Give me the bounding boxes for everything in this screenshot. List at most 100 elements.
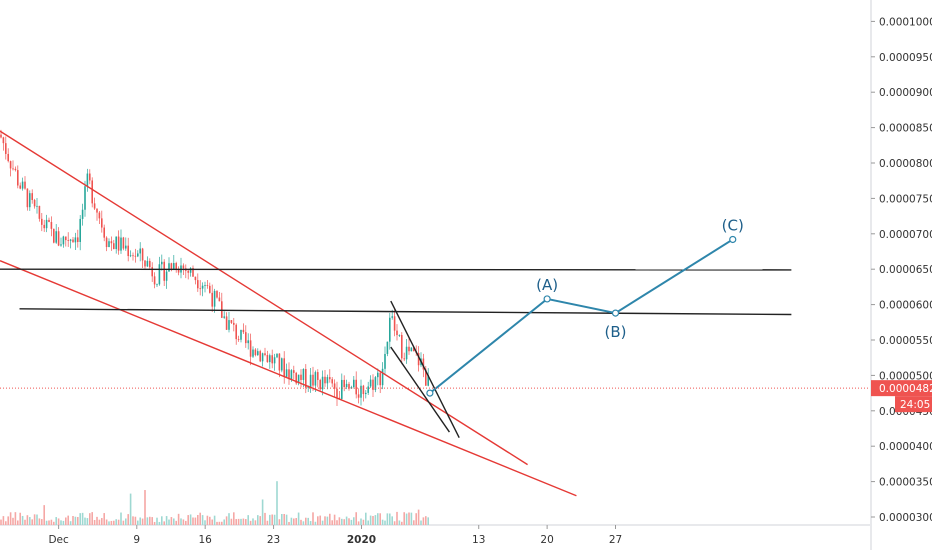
volume-bar [9, 512, 12, 525]
volume-bar [19, 512, 21, 525]
candle-body [153, 276, 156, 285]
forecast-point [426, 389, 434, 397]
candle-body [355, 379, 357, 395]
candle-body [146, 260, 149, 267]
volume-bar [192, 517, 194, 525]
candle-body [252, 349, 254, 357]
volume-bar [261, 499, 264, 525]
candle-body [62, 236, 65, 245]
price-axis[interactable]: 0.00003000.00003500.00004000.00004500.00… [871, 16, 932, 524]
candle-body [101, 218, 103, 228]
candle-body [158, 264, 161, 285]
wave-label-c: (C) [722, 216, 744, 234]
price-tick-label: 0.0000800 [879, 158, 932, 170]
volume-bar [81, 512, 84, 525]
candle-body [278, 353, 281, 371]
volume-bar [355, 512, 357, 525]
volume-bar [139, 517, 141, 525]
volume-bar [276, 481, 278, 525]
volume-bar [117, 519, 120, 525]
candle-body [29, 193, 31, 208]
volume-bar [278, 519, 281, 525]
volume-bar [45, 520, 48, 525]
volume-bar [151, 517, 153, 525]
volume-bar [285, 514, 288, 525]
volume-bar [362, 519, 365, 525]
volume-bar [324, 516, 326, 525]
volume-bar [175, 520, 177, 525]
volume-bar [129, 493, 132, 525]
candle-body [312, 374, 314, 386]
volume-bar [103, 513, 105, 525]
candle-body [288, 369, 290, 380]
volume-bar [290, 517, 293, 525]
candle-body [293, 370, 295, 373]
volume-bar [391, 516, 393, 525]
volume-bar [69, 521, 72, 525]
volume-bar [319, 515, 321, 525]
volume-bar [149, 516, 151, 525]
volume-bar [413, 520, 415, 525]
volume-bar [89, 513, 91, 525]
candle-body [175, 263, 177, 270]
candle-body [377, 372, 379, 378]
volume-bar [305, 517, 307, 525]
candle-body [86, 173, 89, 187]
trend-lines[interactable] [0, 130, 792, 497]
volume-bar [417, 509, 420, 525]
volume-bar [293, 518, 295, 525]
volume-bar [146, 517, 149, 525]
candle-body [81, 209, 84, 219]
volume-bar [156, 517, 158, 525]
candle-body [266, 355, 269, 363]
candle-body [173, 263, 175, 270]
volume-bar [314, 521, 317, 525]
volume-bar [26, 515, 29, 525]
volume-bar [5, 521, 7, 525]
volume-bar [115, 519, 117, 525]
candle-body [245, 332, 247, 344]
time-tick-label: Dec [48, 534, 69, 546]
price-tick-label: 0.0000300 [879, 512, 932, 524]
volume-bar [65, 517, 67, 525]
candle-body [24, 181, 26, 189]
time-axis[interactable]: Dec 9 16 23 2020 13 20 27 [48, 525, 622, 546]
candle-body [317, 372, 319, 380]
volume-bar [84, 517, 86, 525]
time-tick-label: 9 [133, 534, 140, 546]
volume-bar [14, 512, 17, 525]
last-price-label: 0.0000482 [879, 383, 932, 395]
candle-body [144, 260, 146, 267]
volume-bar [420, 520, 422, 525]
volume-bar [389, 513, 391, 525]
volume-bar [168, 519, 170, 525]
candle-body [319, 379, 321, 390]
candle-body [283, 358, 285, 377]
candle-body [237, 339, 240, 340]
volume-bar [393, 521, 396, 525]
candle-body [45, 219, 48, 229]
candle-body [192, 267, 194, 277]
candle-body [65, 236, 67, 241]
volume-bar [331, 520, 333, 525]
candle-body [14, 168, 17, 171]
candle-body [333, 383, 336, 389]
volume-bar [221, 521, 223, 525]
volume-bar [353, 517, 355, 525]
time-tick-label: 27 [609, 534, 622, 546]
candle-body [89, 173, 91, 181]
volume-bar [185, 520, 187, 525]
lower-channel-line [0, 260, 577, 497]
volume-bar [329, 513, 331, 525]
candle-body [401, 335, 403, 359]
volume-bar [410, 512, 413, 525]
candle-body [189, 267, 192, 273]
candle-body [259, 351, 261, 362]
candle-body [257, 351, 259, 356]
volume-bar [67, 515, 69, 525]
candle-body [408, 346, 410, 352]
forecast-path[interactable]: (A) (B) (C) [426, 216, 744, 397]
volume-bar [72, 515, 74, 525]
volume-bar [405, 513, 408, 525]
